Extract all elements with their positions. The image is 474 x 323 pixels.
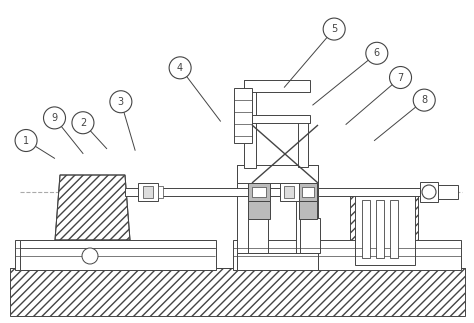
Text: 6: 6 [374,48,380,58]
Bar [350,190,418,268]
Bar [420,182,438,202]
Text: 5: 5 [331,24,337,34]
Bar [284,186,294,198]
Text: 2: 2 [80,118,86,128]
Bar [296,165,318,270]
Bar [244,80,310,92]
Bar [20,240,216,270]
Bar [376,200,384,258]
Text: 3: 3 [118,97,124,107]
Circle shape [72,112,94,134]
Circle shape [366,42,388,64]
Circle shape [15,130,37,151]
Circle shape [390,67,411,89]
Bar [237,165,259,270]
Bar [10,268,465,316]
Bar [138,183,158,201]
Bar [299,183,317,201]
Bar [233,240,461,270]
Bar [298,115,308,167]
Bar [244,115,310,123]
Bar [390,200,398,258]
Polygon shape [55,175,130,240]
Bar [237,165,318,183]
Text: 9: 9 [52,113,57,123]
Circle shape [422,185,436,199]
Bar [248,183,270,201]
Text: 7: 7 [397,73,404,82]
Text: 1: 1 [23,136,29,145]
Bar [248,218,268,253]
Bar [299,201,317,219]
Bar [438,185,458,199]
Bar [248,201,270,219]
Circle shape [44,107,65,129]
Bar [125,188,143,196]
Bar [158,186,163,198]
Circle shape [169,57,191,79]
Bar [143,188,283,196]
Bar [15,240,215,270]
Circle shape [413,89,435,111]
Circle shape [323,18,345,40]
Bar [300,218,320,253]
Bar [244,80,256,168]
Bar [302,187,314,197]
Circle shape [110,91,132,113]
Bar [237,253,318,270]
Text: 4: 4 [177,63,183,73]
Bar [362,200,370,258]
Bar [280,183,300,201]
Bar [252,187,266,197]
Bar [318,188,420,196]
Bar [355,195,415,265]
Bar [143,186,153,198]
Circle shape [82,248,98,264]
Bar [234,88,252,143]
Text: 8: 8 [421,95,427,105]
